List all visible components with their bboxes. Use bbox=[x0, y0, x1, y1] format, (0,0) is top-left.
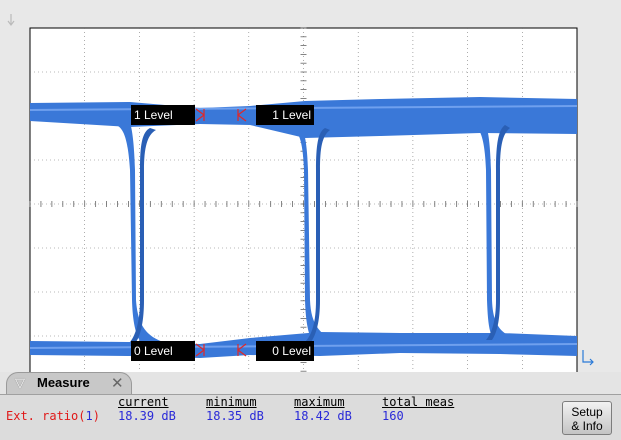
value-maximum: 18.42 dB bbox=[294, 409, 352, 423]
trigger-arrow-icon bbox=[7, 14, 15, 26]
value-current: 18.39 dB bbox=[118, 409, 176, 423]
measure-panel: ▽ Measure ✕ current minimum maximum tota… bbox=[0, 372, 621, 440]
header-maximum: maximum bbox=[294, 395, 345, 409]
close-icon[interactable]: ✕ bbox=[111, 374, 124, 392]
header-total-meas: total meas bbox=[382, 395, 455, 409]
header-current: current bbox=[118, 395, 169, 409]
one-level-marker-left[interactable]: 1 Level bbox=[131, 105, 195, 125]
transition-2 bbox=[292, 125, 345, 348]
measurement-source: 1 bbox=[85, 409, 93, 423]
header-minimum: minimum bbox=[206, 395, 257, 409]
collapse-caret-icon[interactable]: ▽ bbox=[15, 376, 25, 391]
measure-tab-title: Measure bbox=[37, 375, 90, 390]
value-total-meas: 160 bbox=[382, 409, 404, 423]
transition-3 bbox=[476, 120, 525, 346]
transition-1 bbox=[118, 122, 175, 350]
setup-info-button[interactable]: Setup & Info bbox=[562, 401, 612, 435]
marker-arrows bbox=[195, 108, 247, 357]
measurement-name[interactable]: Ext. ratio(1) bbox=[6, 409, 100, 423]
measure-tab[interactable]: ▽ Measure ✕ bbox=[6, 372, 132, 394]
reference-arrow-icon bbox=[582, 350, 594, 366]
zero-level-marker-left[interactable]: 0 Level bbox=[131, 341, 195, 361]
zero-level-marker-right[interactable]: 0 Level bbox=[256, 341, 314, 361]
one-level-marker-right[interactable]: 1 Level bbox=[256, 105, 314, 125]
eye-diagram-display bbox=[7, 14, 594, 380]
measure-table: current minimum maximum total meas Ext. … bbox=[0, 394, 621, 440]
value-minimum: 18.35 dB bbox=[206, 409, 264, 423]
